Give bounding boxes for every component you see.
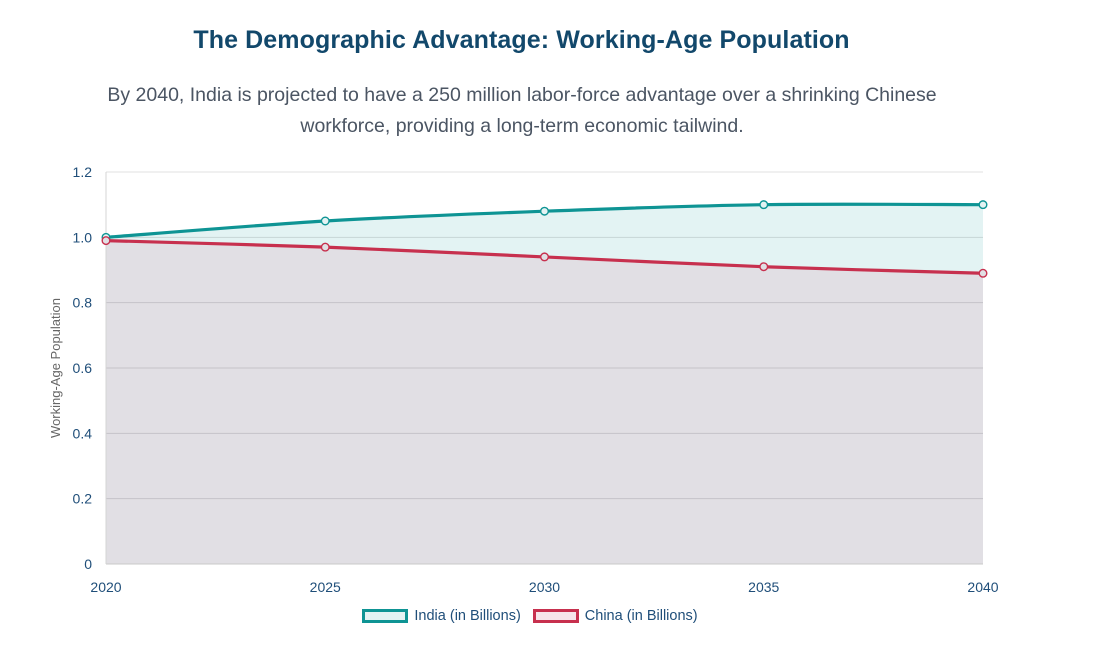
x-tick-label: 2030 <box>529 579 560 595</box>
india-data-point <box>320 216 330 226</box>
y-tick-label: 0.4 <box>73 425 93 441</box>
india-data-point <box>759 200 769 210</box>
x-tick-label: 2035 <box>748 579 779 595</box>
y-tick-label: 1.2 <box>73 164 93 180</box>
x-tick-label: 2025 <box>310 579 341 595</box>
chart-legend: India (in Billions) China (in Billions) <box>0 608 1060 624</box>
y-axis-title: Working-Age Population <box>48 298 63 438</box>
china-data-point <box>320 242 330 252</box>
china-area-fill <box>106 240 983 564</box>
legend-label-china: China (in Billions) <box>584 608 698 624</box>
china-data-point <box>978 268 988 278</box>
x-tick-label: 2040 <box>967 579 998 595</box>
india-data-point <box>540 206 550 216</box>
y-tick-label: 1.0 <box>73 229 93 245</box>
y-tick-label: 0.8 <box>73 295 93 311</box>
china-data-point <box>759 262 769 272</box>
legend-item-china[interactable]: China (in Billions) <box>532 608 698 624</box>
x-tick-label: 2020 <box>90 579 121 595</box>
chart-title: The Demographic Advantage: Working-Age P… <box>193 26 850 54</box>
legend-swatch-india <box>362 609 409 623</box>
y-tick-label: 0.2 <box>73 491 93 507</box>
china-data-point <box>101 236 111 246</box>
y-tick-label: 0 <box>84 556 92 572</box>
legend-item-india[interactable]: India (in Billions) <box>362 608 521 624</box>
legend-swatch-china <box>532 609 579 623</box>
y-tick-label: 0.6 <box>73 360 93 376</box>
legend-label-india: India (in Billions) <box>414 608 521 624</box>
chart-subtitle: By 2040, India is projected to have a 25… <box>107 84 937 137</box>
china-data-point <box>540 252 550 262</box>
india-data-point <box>978 200 988 210</box>
